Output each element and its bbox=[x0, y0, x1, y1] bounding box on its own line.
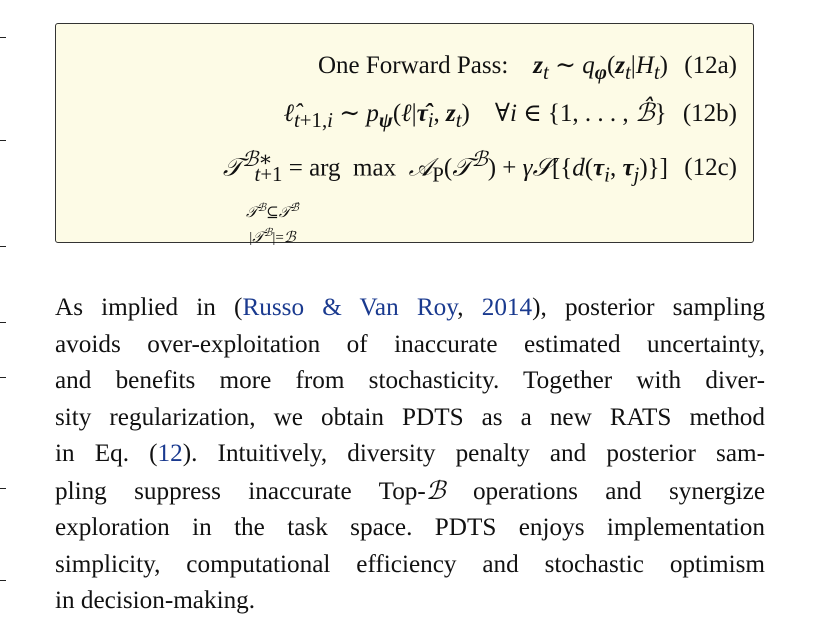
argmax-constraint: 𝒯ℬ⊆𝒯ℬ̂ |𝒯ℬ|=ℬ bbox=[246, 201, 299, 246]
paragraph-line: in decision-making. bbox=[55, 587, 256, 614]
equation-box: One Forward Pass: zt ∼ qφ(zt|Ht) (12a) ℓ… bbox=[55, 23, 754, 246]
margin-tick bbox=[0, 246, 6, 247]
margin-tick bbox=[0, 580, 6, 581]
equation-number: (12b) bbox=[682, 100, 737, 127]
equation-label: One Forward Pass: bbox=[318, 52, 509, 79]
paragraph-line: and benefits more from stochasticity. To… bbox=[55, 367, 765, 394]
margin-tick bbox=[0, 140, 6, 141]
equation-ref-link[interactable]: 12 bbox=[157, 440, 183, 467]
margin-tick bbox=[0, 377, 6, 378]
equation-12b: ℓ̂t+1,i ∼ pψ(ℓ|τ̂i, zt) ∀i ∈ {1, . . . ,… bbox=[283, 98, 737, 132]
body-paragraph: As implied in (Russo & Van Roy, 2014), p… bbox=[55, 290, 765, 620]
margin-tick bbox=[0, 37, 6, 38]
citation-link[interactable]: Russo & Van Roy bbox=[242, 294, 458, 321]
equation-12c: 𝒯ℬ∗t+1 = arg max 𝒜P(𝒯ℬ) + γ𝒮[{d(τi, τj)}… bbox=[222, 147, 737, 187]
paragraph-line: As implied in (Russo & Van Roy, 2014), p… bbox=[55, 294, 766, 321]
paragraph-line: in Eq. (12). Intuitively, diversity pena… bbox=[55, 440, 765, 467]
citation-year-link[interactable]: 2014 bbox=[481, 294, 533, 321]
equation-12a: One Forward Pass: zt ∼ qφ(zt|Ht) (12a) bbox=[318, 52, 737, 84]
paragraph-line: sity regularization, we obtain PDTS as a… bbox=[55, 403, 765, 431]
paragraph-line: avoids over-exploitation of inaccurate e… bbox=[55, 330, 765, 358]
paragraph-line: simplicity, computational efficiency and… bbox=[55, 550, 765, 578]
paragraph-line: pling suppress inaccurate Top-ℬ operatio… bbox=[55, 475, 765, 505]
paragraph-line: exploration in the task space. PDTS enjo… bbox=[55, 514, 765, 541]
equation-number: (12c) bbox=[684, 154, 737, 182]
equation-number: (12a) bbox=[684, 52, 737, 79]
margin-tick bbox=[0, 488, 6, 489]
margin-tick bbox=[0, 322, 6, 323]
